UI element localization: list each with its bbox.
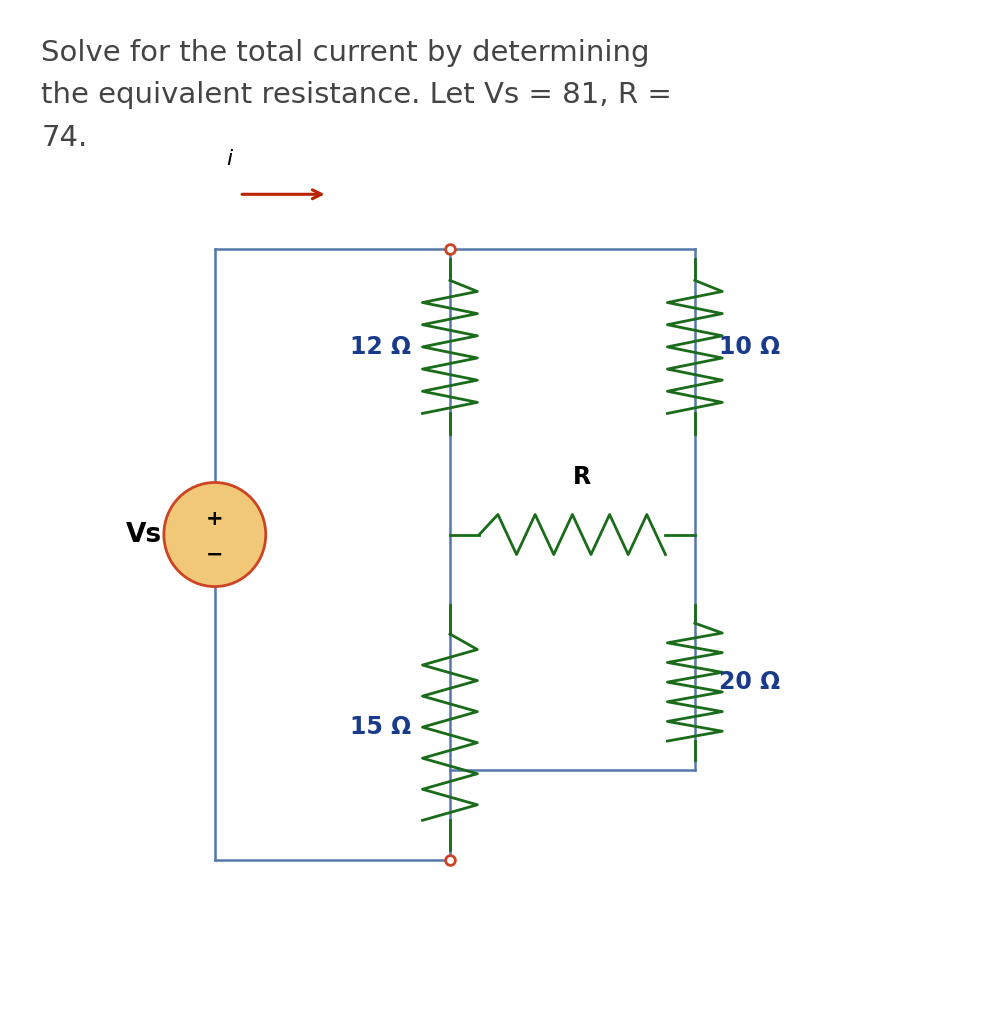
Text: i: i [226, 149, 232, 170]
Text: +: + [206, 509, 223, 529]
Text: 15 Ω: 15 Ω [350, 715, 411, 740]
Text: 20 Ω: 20 Ω [719, 670, 781, 694]
Text: −: − [206, 545, 223, 564]
Text: 10 Ω: 10 Ω [719, 335, 781, 359]
Text: Solve for the total current by determining
the equivalent resistance. Let Vs = 8: Solve for the total current by determini… [41, 39, 672, 151]
Text: 12 Ω: 12 Ω [350, 335, 411, 359]
Text: R: R [573, 465, 591, 489]
Text: Vs: Vs [126, 522, 162, 548]
Circle shape [164, 482, 266, 586]
